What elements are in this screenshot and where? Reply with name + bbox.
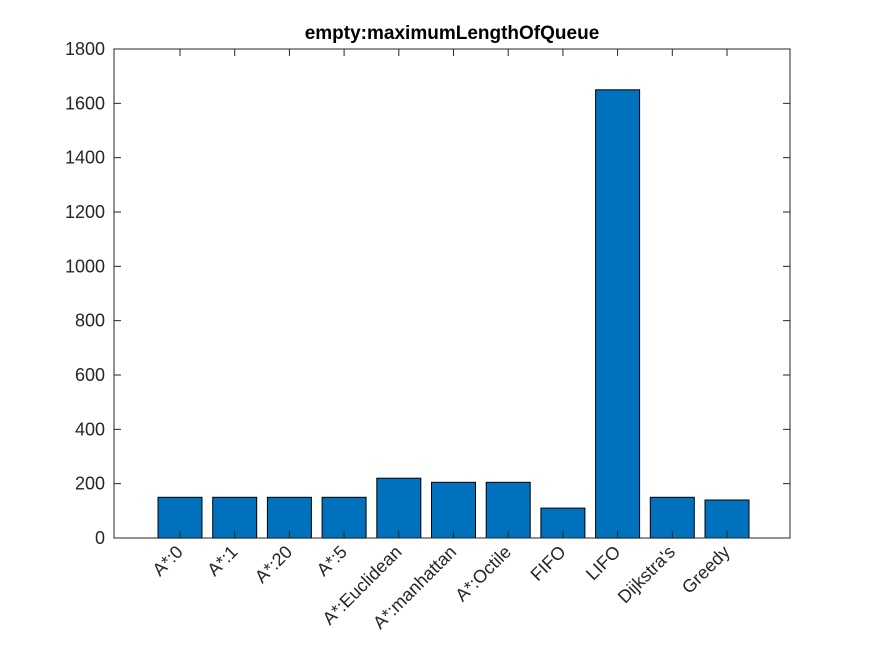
x-tick-label-1: A*:1 bbox=[203, 542, 241, 580]
x-tick-label-7: FIFO bbox=[527, 542, 570, 585]
bar-6 bbox=[485, 481, 531, 539]
chart-title: empty:maximumLengthOfQueue bbox=[305, 23, 600, 44]
x-tick-label-8: LIFO bbox=[582, 542, 624, 584]
y-tick-label-9: 1800 bbox=[65, 39, 105, 59]
y-tick-label-3: 600 bbox=[75, 365, 105, 385]
plot-frame bbox=[113, 48, 791, 539]
x-tick-label-6: A*:Octile bbox=[451, 542, 515, 606]
y-axis: 0 200 400 600 800 1000 1200 1400 1600 1800 bbox=[65, 39, 790, 548]
y-tick-label-2: 400 bbox=[75, 419, 105, 439]
y-tick-label-0: 0 bbox=[95, 528, 105, 548]
bar-5 bbox=[431, 481, 476, 539]
y-tick-label-1: 200 bbox=[75, 474, 105, 494]
y-tick-label-8: 1600 bbox=[65, 93, 105, 113]
bar-4 bbox=[376, 477, 422, 539]
y-tick-label-6: 1200 bbox=[65, 202, 105, 222]
x-tick-label-0: A*:0 bbox=[149, 542, 187, 580]
x-tick-label-2: A*:20 bbox=[251, 542, 296, 587]
x-tick-label-9: Dijkstra's bbox=[614, 542, 679, 607]
x-tick-label-10: Greedy bbox=[678, 542, 734, 598]
y-tick-label-5: 1000 bbox=[65, 256, 105, 276]
plot-area bbox=[114, 49, 790, 538]
y-tick-label-7: 1400 bbox=[65, 148, 105, 168]
y-tick-label-4: 800 bbox=[75, 311, 105, 331]
bar-8 bbox=[595, 89, 641, 539]
x-tick-label-3: A*:5 bbox=[313, 542, 351, 580]
